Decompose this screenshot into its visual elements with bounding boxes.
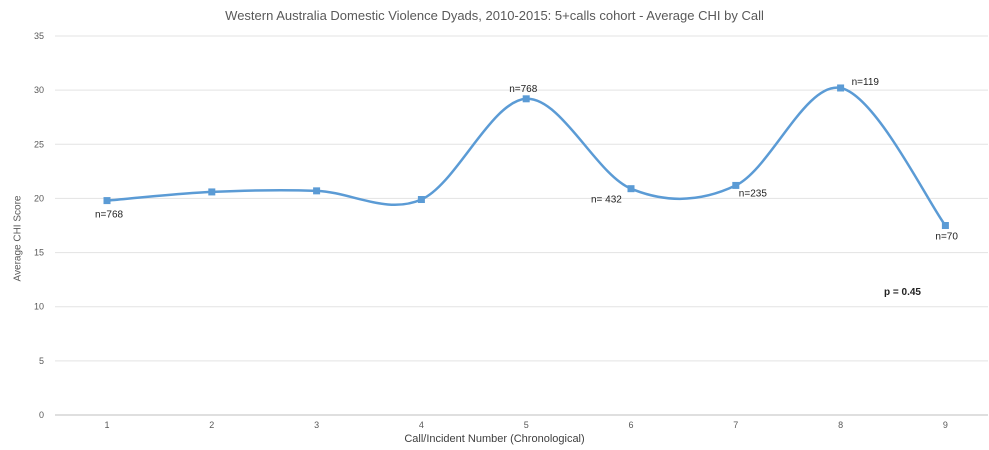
data-label: n=768 <box>509 84 538 95</box>
x-tick-label: 8 <box>838 420 843 430</box>
data-label: n=768 <box>95 210 124 221</box>
data-point-marker <box>103 197 111 205</box>
p-value-annotation: p = 0.45 <box>884 287 921 298</box>
data-label: n= 432 <box>591 195 622 206</box>
data-point-marker <box>627 185 635 193</box>
series-line <box>106 86 947 227</box>
chart-title: Western Australia Domestic Violence Dyad… <box>225 8 764 23</box>
data-label: n=119 <box>852 77 880 88</box>
y-tick-label: 10 <box>34 302 44 312</box>
data-label: n=235 <box>739 188 768 199</box>
y-tick-label: 5 <box>39 356 44 366</box>
y-tick-label: 0 <box>39 410 44 420</box>
y-tick-label: 20 <box>34 193 44 203</box>
x-tick-label: 9 <box>943 420 948 430</box>
y-tick-label: 30 <box>34 85 44 95</box>
data-point-marker <box>732 181 740 189</box>
data-point-marker <box>417 196 425 204</box>
data-label: n=70 <box>935 232 958 243</box>
x-tick-label: 7 <box>733 420 738 430</box>
data-point-marker <box>837 84 845 92</box>
x-tick-label: 4 <box>419 420 424 430</box>
y-tick-label: 35 <box>34 31 44 41</box>
data-point-marker <box>313 187 321 195</box>
data-point-marker <box>522 95 530 103</box>
x-tick-label: 1 <box>104 420 109 430</box>
x-tick-label: 5 <box>524 420 529 430</box>
data-point-marker <box>941 222 949 229</box>
x-axis-label: Call/Incident Number (Chronological) <box>404 433 585 445</box>
data-point-marker <box>208 188 216 196</box>
y-tick-label: 15 <box>34 248 44 258</box>
x-tick-label: 2 <box>209 420 214 430</box>
y-tick-label: 25 <box>34 139 44 149</box>
x-tick-label: 3 <box>314 420 319 430</box>
x-tick-label: 6 <box>628 420 633 430</box>
